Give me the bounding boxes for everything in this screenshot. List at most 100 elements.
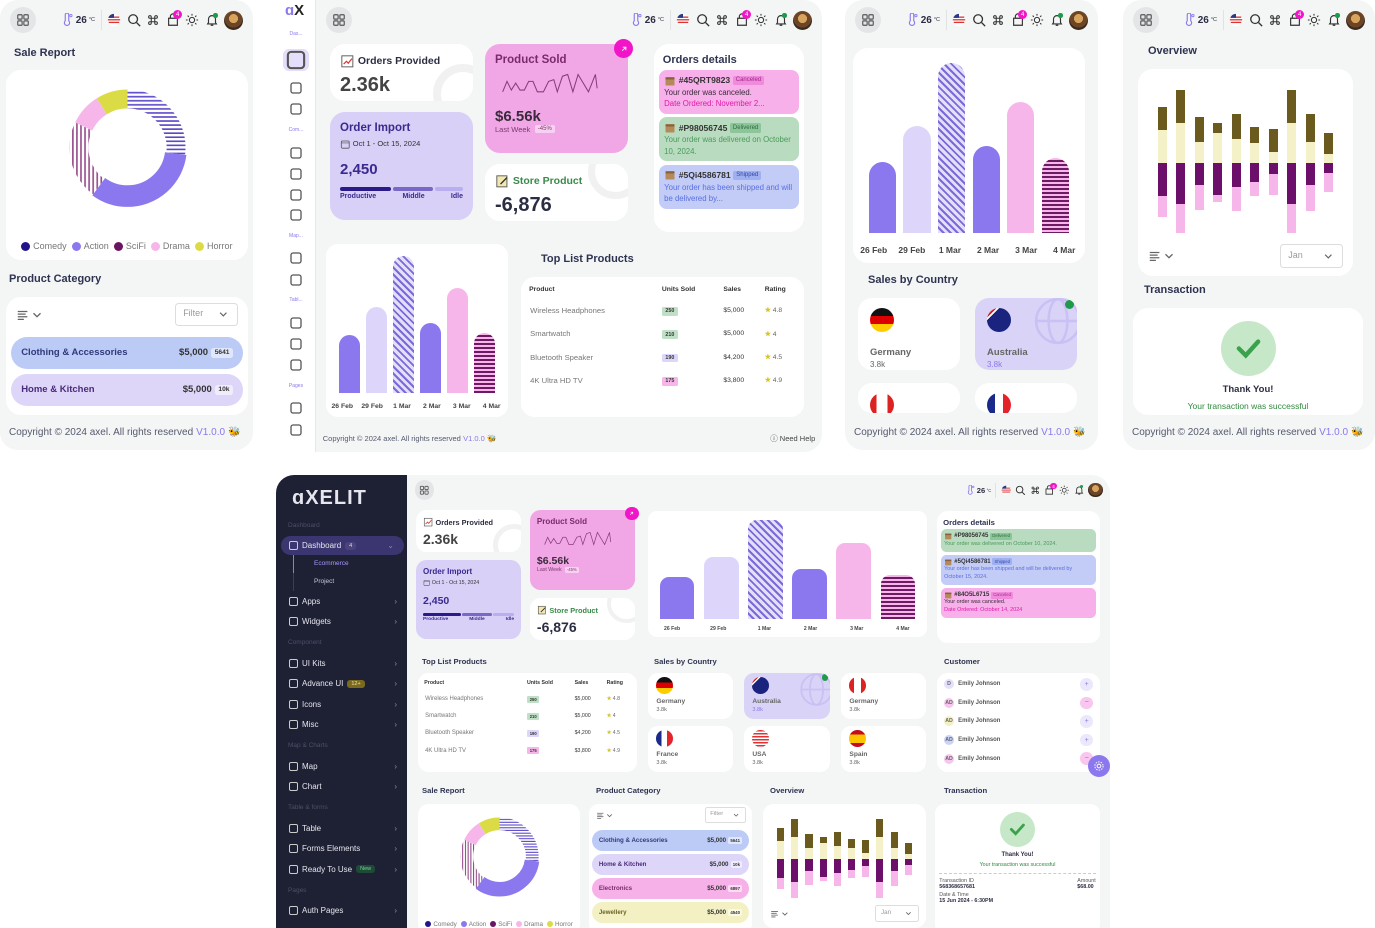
- version-link[interactable]: V1.0.0: [463, 434, 485, 444]
- notification-button[interactable]: [774, 13, 788, 27]
- warning-icon[interactable]: [288, 422, 304, 438]
- legend-item[interactable]: SciFi: [114, 241, 146, 251]
- auth-icon[interactable]: [288, 400, 304, 416]
- search-icon[interactable]: [127, 13, 141, 27]
- order-item[interactable]: #45QRT9823 Canceled Your order was cancele…: [659, 70, 799, 114]
- open-arrow-button[interactable]: [625, 506, 639, 520]
- sidebar-item-widgets[interactable]: Widgets ›: [276, 612, 407, 633]
- category-item[interactable]: Clothing & Accessories $5,000 5641: [592, 829, 749, 851]
- bar-29-feb[interactable]: [365, 306, 387, 393]
- avatar[interactable]: [1346, 10, 1365, 30]
- overview-bar[interactable]: [1231, 89, 1241, 236]
- cart-button[interactable]: 4: [1044, 482, 1057, 496]
- command-icon[interactable]: [715, 13, 729, 27]
- bar-2-mar[interactable]: [792, 568, 827, 619]
- column-header[interactable]: Units Sold: [661, 285, 696, 293]
- us-flag-icon[interactable]: [952, 13, 966, 27]
- sidebar-item-misc[interactable]: Misc ›: [276, 715, 407, 736]
- grid-icon[interactable]: [288, 357, 304, 373]
- category-item[interactable]: Home & Kitchen $5,000 10k: [592, 853, 749, 875]
- form-icon[interactable]: [288, 336, 304, 352]
- sidebar-item-forms-elements[interactable]: Forms Elements ›: [276, 839, 407, 860]
- sidebar-subitem-ecommerce[interactable]: Ecommerce: [293, 555, 407, 573]
- slice-scifi[interactable]: [459, 817, 539, 896]
- icons-icon[interactable]: [288, 187, 304, 203]
- slice-horror[interactable]: [459, 817, 539, 896]
- list-icon[interactable]: [770, 909, 780, 919]
- bar-4-mar[interactable]: [474, 332, 496, 393]
- sidebar-item-apps[interactable]: Apps ›: [276, 591, 407, 612]
- month-select[interactable]: Jan: [874, 905, 919, 923]
- order-item[interactable]: #5Qi4586781 Shipped Your order has been sh…: [940, 554, 1097, 585]
- overview-bar[interactable]: [847, 818, 856, 900]
- order-item[interactable]: #84O5L6715 Canceled Your order was cancele…: [940, 587, 1097, 619]
- list-icon[interactable]: [596, 811, 605, 820]
- home-icon[interactable]: [283, 49, 309, 71]
- overview-bar[interactable]: [1287, 89, 1297, 236]
- column-header[interactable]: Product: [529, 285, 555, 293]
- lock-icon[interactable]: [288, 166, 304, 182]
- filter-select[interactable]: Filter: [175, 302, 238, 327]
- country-card[interactable]: Australia 3.8k: [975, 298, 1077, 370]
- sidebar-item-map[interactable]: Map ›: [276, 756, 407, 777]
- us-flag-icon[interactable]: [1229, 13, 1243, 27]
- bar-3-mar[interactable]: [836, 542, 871, 619]
- add-customer-button[interactable]: +: [1080, 715, 1093, 728]
- sun-icon[interactable]: [1307, 13, 1321, 27]
- avatar[interactable]: [793, 10, 812, 30]
- bar-4-mar[interactable]: [880, 575, 915, 619]
- us-flag-icon[interactable]: [107, 13, 121, 27]
- us-flag-icon[interactable]: [1001, 485, 1012, 496]
- add-customer-button[interactable]: +: [1080, 678, 1093, 691]
- orders-provided-card[interactable]: Orders Provided 2.36k: [330, 44, 473, 101]
- slice-action[interactable]: [67, 88, 187, 207]
- notebook-icon[interactable]: [288, 207, 304, 223]
- overview-bar[interactable]: [819, 818, 827, 900]
- notification-button[interactable]: [1074, 484, 1085, 496]
- chart-icon[interactable]: [288, 272, 304, 288]
- overview-bar[interactable]: [1305, 89, 1315, 236]
- order-item[interactable]: #5Qi4586781 Shipped Your order has been sh…: [659, 164, 799, 209]
- bar-1-mar[interactable]: [938, 63, 966, 233]
- list-icon[interactable]: [16, 308, 30, 322]
- menu-grid-button[interactable]: [1133, 7, 1159, 33]
- add-customer-button[interactable]: +: [1080, 733, 1093, 747]
- overview-bar[interactable]: [805, 818, 813, 900]
- chevron-down-icon[interactable]: [780, 909, 790, 919]
- menu-grid-button[interactable]: [414, 480, 434, 500]
- overview-bar[interactable]: [890, 818, 898, 900]
- category-item[interactable]: Home & Kitchen $5,000 10k: [10, 373, 244, 407]
- bar-29-feb[interactable]: [903, 125, 931, 233]
- filter-select[interactable]: Filter: [704, 807, 746, 824]
- bar-4-mar[interactable]: [1042, 158, 1070, 233]
- need-help-link[interactable]: ⓘ Need Help: [770, 434, 816, 444]
- category-item[interactable]: Electronics $5,000 6897: [592, 877, 749, 899]
- category-item[interactable]: Jewellery $5,000 4540: [592, 902, 749, 923]
- table-row[interactable]: 4K Ultra HD TV 175 $3,800 ★ 4.9: [418, 742, 637, 759]
- overview-bar[interactable]: [1213, 89, 1223, 236]
- settings-fab[interactable]: [1088, 755, 1110, 777]
- menu-grid-button[interactable]: [326, 7, 352, 33]
- overview-bar[interactable]: [791, 818, 799, 900]
- customer-item[interactable]: D Emily Johnson +: [937, 675, 1100, 694]
- table-row[interactable]: Smartwatch 210 $5,000 ★ 4: [521, 322, 804, 345]
- command-icon[interactable]: [1030, 485, 1041, 496]
- order-import-card[interactable]: Order Import Oct 1 - Oct 15, 2024 2,450 Pro…: [330, 112, 473, 220]
- search-icon[interactable]: [972, 13, 986, 27]
- column-header[interactable]: Rating: [764, 285, 786, 293]
- cart-button[interactable]: 4: [166, 10, 183, 27]
- country-card[interactable]: USA 3.8k: [744, 726, 830, 772]
- order-item[interactable]: #P98056745 Delivered Your order was delive…: [940, 529, 1097, 552]
- table-row[interactable]: Wireless Headphones 250 $5,000 ★ 4.8: [418, 691, 637, 708]
- overview-bar[interactable]: [904, 818, 912, 900]
- notification-button[interactable]: [1327, 13, 1341, 27]
- command-icon[interactable]: [991, 13, 1005, 27]
- bar-1-mar[interactable]: [392, 256, 414, 393]
- sidebar-item-auth-pages[interactable]: Auth Pages ›: [276, 901, 407, 922]
- store-product-card[interactable]: Store Product -6,876: [529, 598, 636, 641]
- sidebar-item-ready-to-use[interactable]: Ready To Use New ›: [276, 859, 407, 880]
